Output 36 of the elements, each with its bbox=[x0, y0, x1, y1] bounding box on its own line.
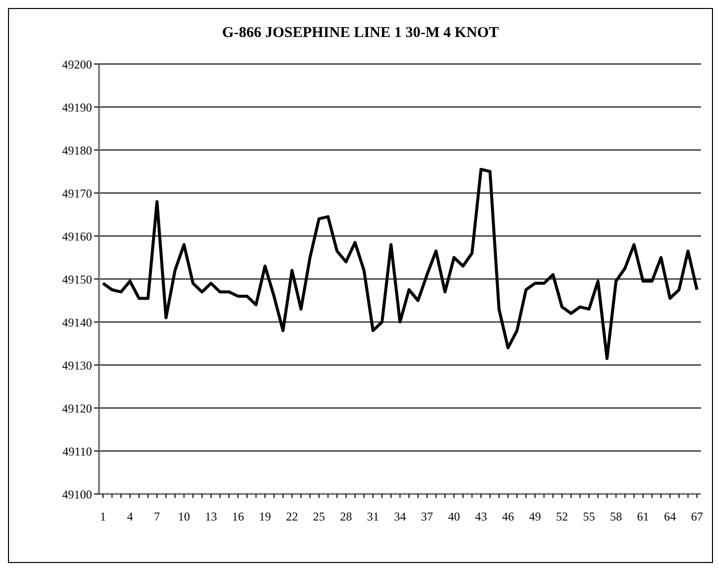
x-tick-label: 40 bbox=[448, 510, 460, 524]
y-tick-label: 49140 bbox=[62, 315, 92, 330]
y-tick-label: 49130 bbox=[62, 358, 92, 372]
x-tick-label: 49 bbox=[529, 510, 541, 524]
x-tick-label: 7 bbox=[154, 510, 160, 524]
line-series bbox=[102, 168, 698, 360]
x-tick-label: 67 bbox=[691, 510, 703, 524]
x-tick-label: 64 bbox=[664, 510, 676, 524]
y-tick-label: 49100 bbox=[62, 487, 92, 502]
x-tick-label: 28 bbox=[340, 510, 352, 524]
x-tick-label: 1 bbox=[100, 510, 106, 524]
y-tick-label: 49150 bbox=[62, 272, 92, 286]
x-tick-label: 22 bbox=[286, 510, 298, 524]
x-tick-label: 58 bbox=[610, 510, 622, 524]
x-tick-label: 25 bbox=[313, 510, 325, 524]
y-tick-label: 49200 bbox=[62, 57, 92, 72]
x-tick-label: 34 bbox=[394, 510, 406, 524]
chart-title: G-866 JOSEPHINE LINE 1 30-M 4 KNOT bbox=[221, 25, 500, 42]
y-tick-label: 49180 bbox=[62, 143, 92, 158]
x-tick-label: 10 bbox=[178, 510, 190, 524]
y-tick-label: 49160 bbox=[62, 229, 92, 244]
x-tick-label: 13 bbox=[205, 510, 217, 524]
x-tick-label: 46 bbox=[502, 510, 514, 524]
x-tick-label: 43 bbox=[475, 510, 487, 524]
x-tick-label: 31 bbox=[367, 510, 379, 524]
x-tick-label: 16 bbox=[232, 510, 244, 524]
x-tick-label: 37 bbox=[421, 510, 433, 524]
y-tick-label: 49110 bbox=[62, 444, 92, 458]
y-tick-label: 49170 bbox=[62, 186, 92, 200]
x-tick-label: 4 bbox=[127, 510, 133, 524]
x-tick-label: 55 bbox=[583, 510, 595, 524]
y-tick-label: 49190 bbox=[62, 100, 92, 114]
x-tick-label: 19 bbox=[259, 510, 271, 524]
x-tick-label: 52 bbox=[556, 510, 568, 524]
y-tick-label: 49120 bbox=[62, 401, 92, 416]
x-tick-label: 61 bbox=[637, 510, 649, 524]
